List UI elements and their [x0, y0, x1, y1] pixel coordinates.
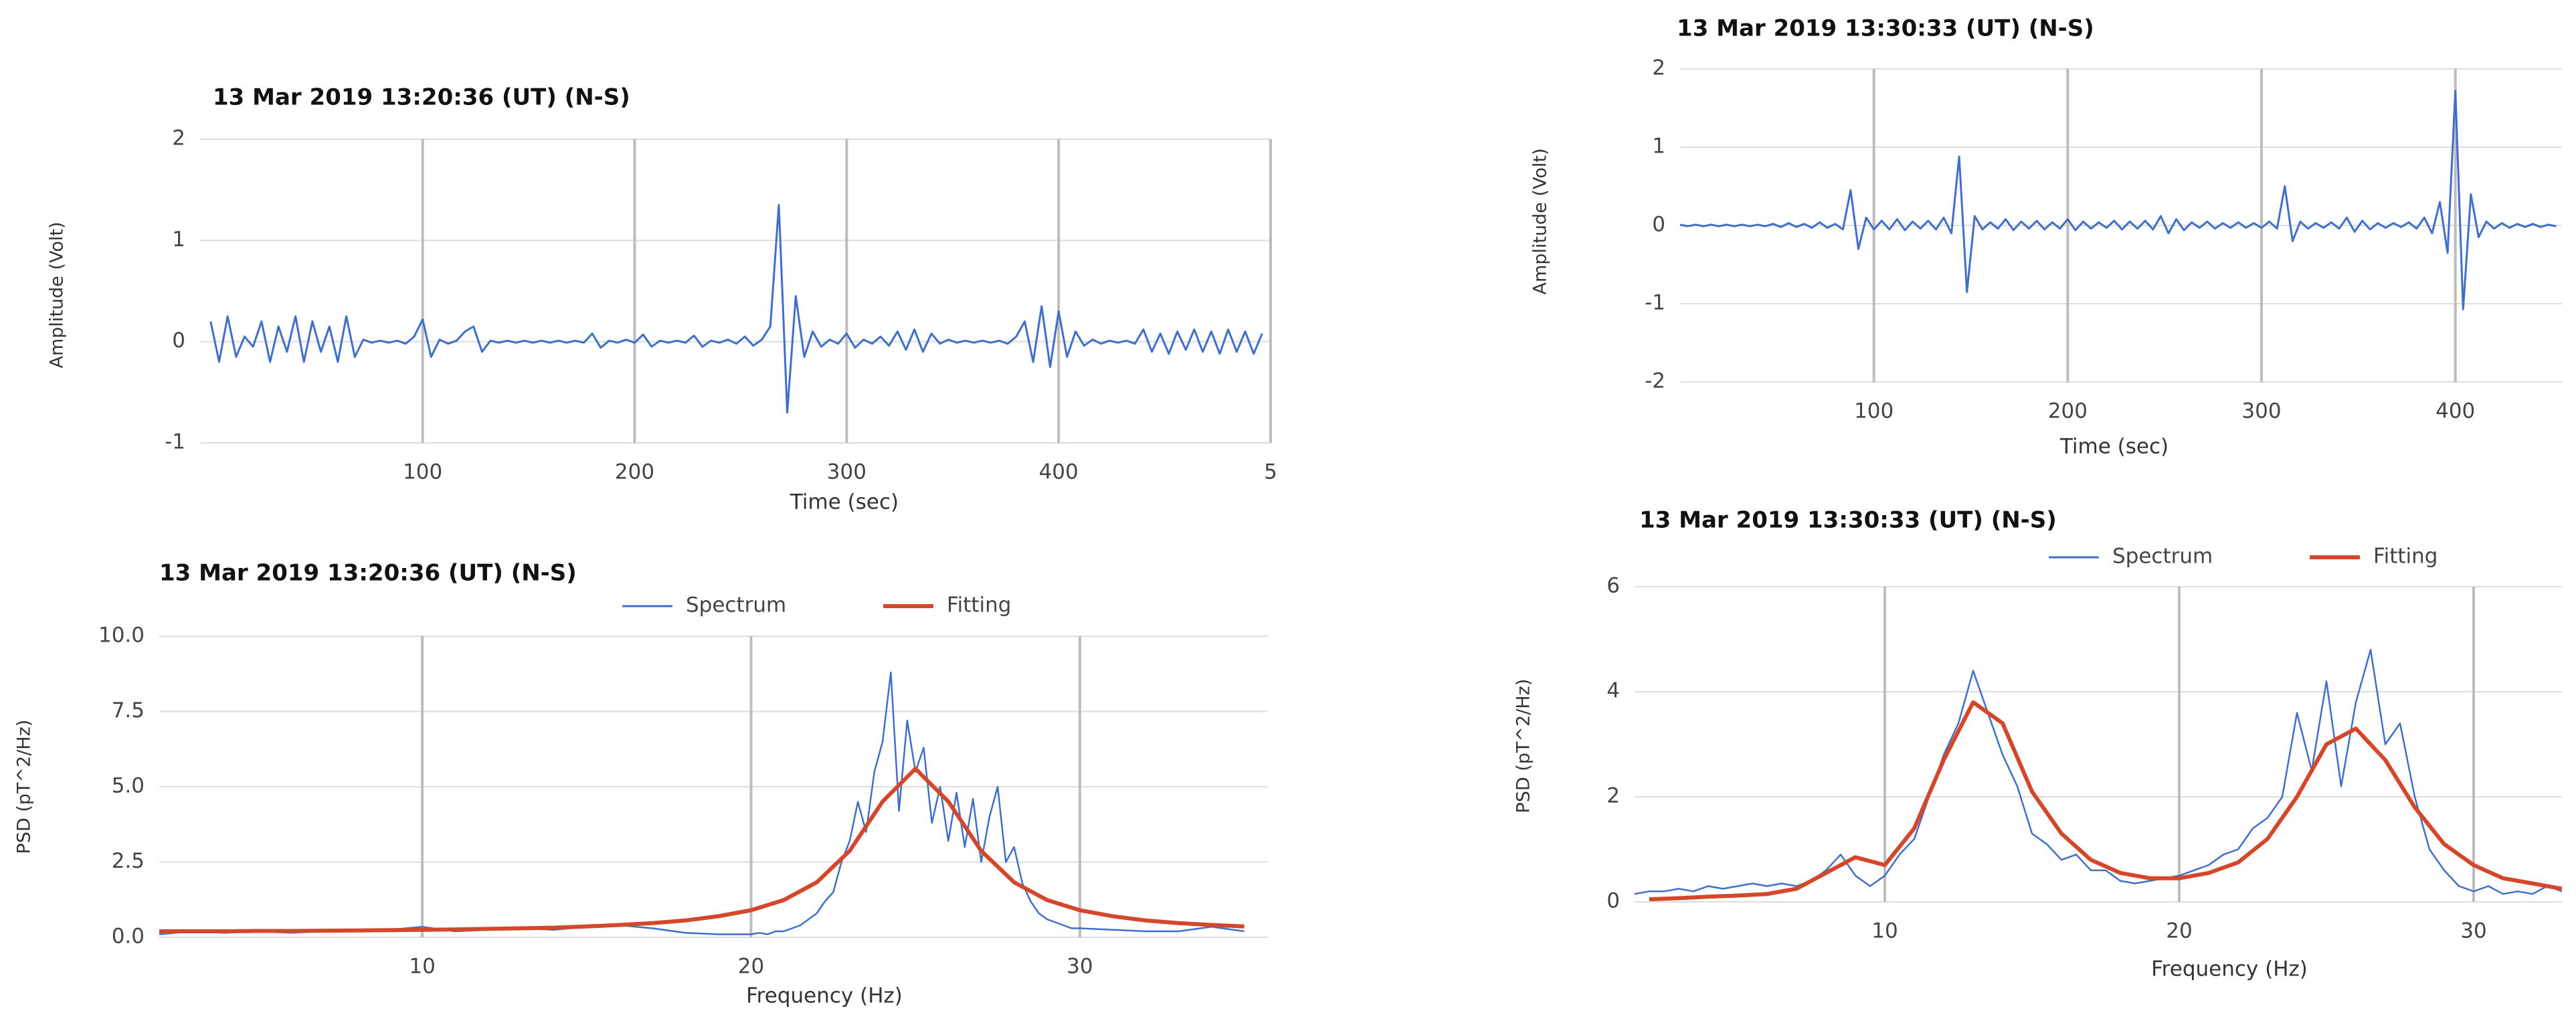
x-tick-label: 400	[1039, 460, 1079, 484]
y-tick-label: 1	[1652, 134, 1665, 159]
y-axis-label: Amplitude (Volt)	[1530, 149, 1551, 295]
x-tick-label: 200	[2048, 399, 2088, 424]
legend-label: Fitting	[2373, 545, 2437, 569]
y-tick-label: 0.0	[112, 925, 145, 949]
plot-area	[200, 139, 1271, 443]
series-line	[159, 767, 1245, 933]
y-tick-label: 10.0	[98, 624, 145, 648]
y-axis-label: Amplitude (Volt)	[47, 222, 68, 369]
chart-title: 13 Mar 2019 13:30:33 (UT) (N-S)	[1639, 507, 2057, 534]
y-tick-label: 5.0	[112, 774, 145, 798]
x-tick-label: 300	[827, 460, 866, 484]
x-tick-label: 100	[403, 460, 442, 484]
y-tick-label: 0	[1606, 889, 1620, 913]
x-tick-label: 20	[738, 955, 764, 979]
x-tick-label: 400	[2435, 399, 2475, 424]
x-axis-label: Time (sec)	[2059, 435, 2169, 459]
y-tick-label: 0	[1652, 213, 1665, 237]
x-tick-label: 100	[1854, 399, 1894, 424]
x-axis-label: Time (sec)	[790, 490, 899, 514]
x-tick-label: 10	[409, 955, 435, 979]
series-line	[209, 203, 1263, 414]
chart-title: 13 Mar 2019 13:20:36 (UT) (N-S)	[213, 84, 630, 111]
y-tick-label: -2	[1645, 369, 1665, 393]
legend-label: Spectrum	[686, 593, 786, 618]
legend-label: Spectrum	[2112, 545, 2213, 569]
y-tick-label: 2	[1606, 784, 1620, 808]
y-tick-label: -1	[1645, 291, 1665, 315]
y-tick-label: 2	[1652, 56, 1665, 80]
y-tick-label: 0	[172, 328, 185, 353]
legend-label: Fitting	[947, 593, 1011, 618]
x-axis-label: Frequency (Hz)	[746, 984, 903, 1008]
x-tick-label: 300	[2241, 399, 2281, 424]
y-tick-label: 2	[172, 126, 185, 151]
x-tick-label: 30	[1067, 955, 1093, 979]
series-line	[1680, 90, 2557, 310]
chart-title: 13 Mar 2019 13:20:36 (UT) (N-S)	[159, 560, 577, 587]
y-tick-label: -1	[165, 430, 185, 454]
y-tick-label: 1	[172, 227, 185, 252]
x-tick-label: 20	[2166, 919, 2192, 943]
x-axis-label: Frequency (Hz)	[2151, 957, 2308, 981]
y-tick-label: 7.5	[112, 698, 145, 723]
chart-title: 13 Mar 2019 13:30:33 (UT) (N-S)	[1677, 15, 2094, 42]
y-axis-label: PSD (pT^2/Hz)	[14, 720, 35, 854]
x-tick-label: 10	[1871, 919, 1898, 943]
x-tick-label: 200	[615, 460, 654, 484]
x-tick-label: 30	[2460, 919, 2486, 943]
y-tick-label: 6	[1606, 574, 1620, 598]
y-axis-label: PSD (pT^2/Hz)	[1513, 679, 1534, 814]
y-tick-label: 4	[1606, 679, 1620, 703]
series-line	[1635, 648, 2562, 895]
series-line	[1649, 700, 2562, 902]
x-tick-label: 5	[1264, 460, 1277, 484]
plot-area	[1635, 587, 2562, 902]
y-tick-label: 2.5	[112, 849, 145, 873]
